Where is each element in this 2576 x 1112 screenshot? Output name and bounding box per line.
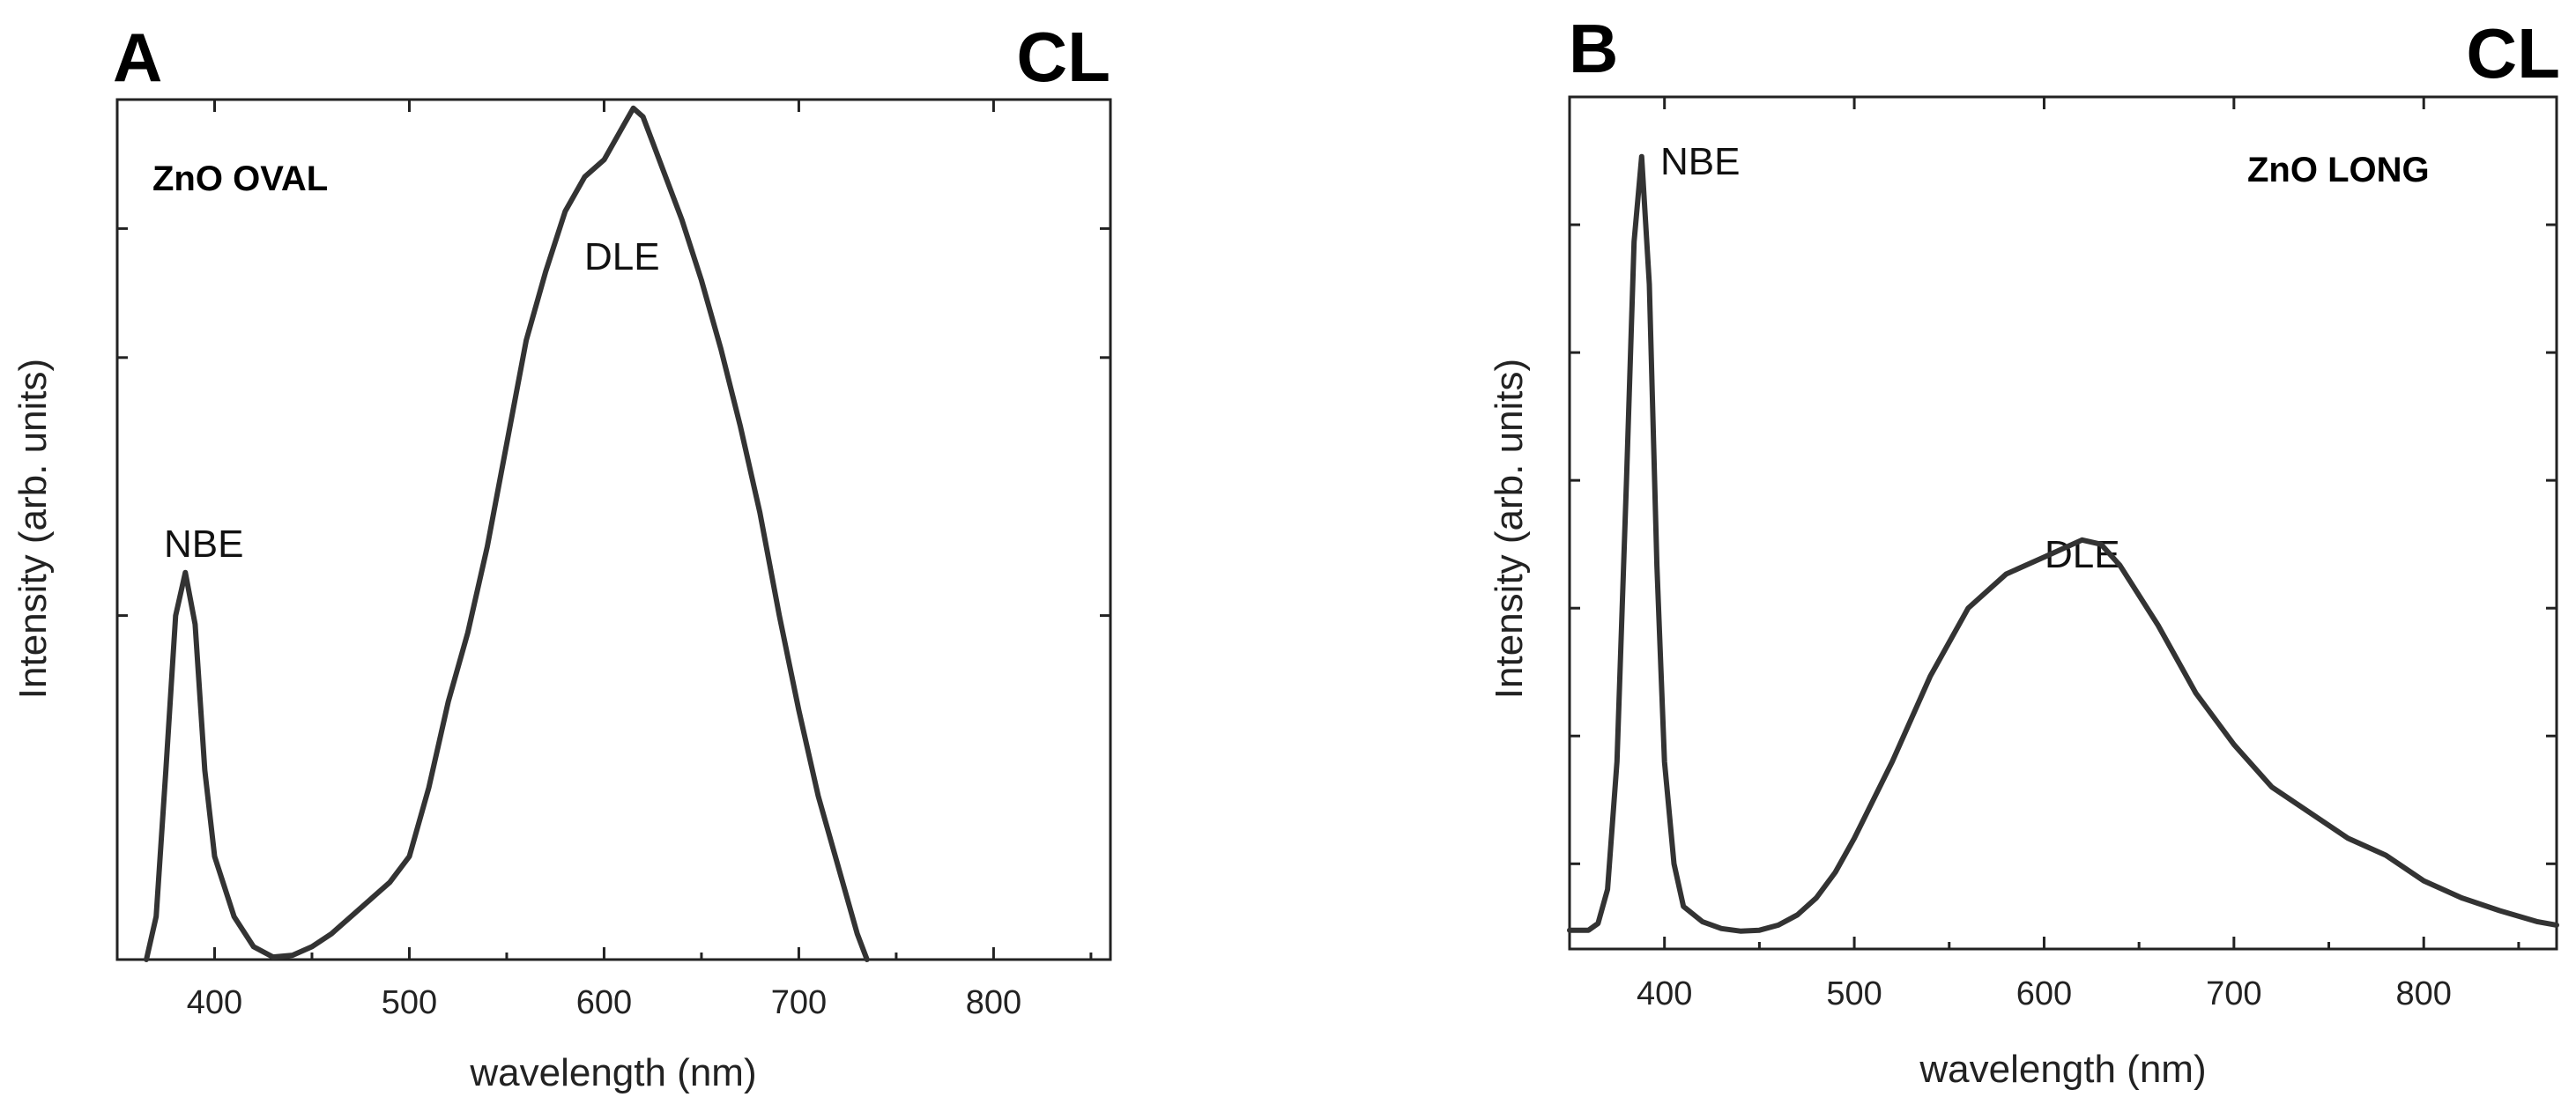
panel-a-ticks [115, 100, 1110, 960]
panel-b-tick-labels: 400 500 600 700 800 [1637, 975, 2452, 1012]
x-tick-label-400: 400 [187, 984, 242, 1021]
panel-b-y-axis-label: Intensity (arb. units) [1488, 359, 1531, 699]
panel-b-method-label: CL [2466, 14, 2560, 93]
x-tick-label-600: 600 [2016, 975, 2072, 1012]
panel-b-chart: B CL ZnO LONG NBE DLE 400 500 600 700 800 wa… [1488, 10, 2560, 1091]
panel-b-spectrum-line [1567, 153, 2559, 934]
panel-a-letter: A [113, 19, 162, 96]
x-tick-label-500: 500 [382, 984, 437, 1021]
panel-a-spectrum-line [144, 105, 870, 962]
panel-b-sample-label: ZnO LONG [2247, 151, 2430, 189]
panel-b-x-axis-label: wavelength (nm) [1919, 1048, 2206, 1091]
panel-a-nbe-label: NBE [164, 523, 243, 566]
x-tick-label-600: 600 [576, 984, 632, 1021]
panel-a-method-label: CL [1016, 18, 1110, 96]
panel-a-tick-labels: 400 500 600 700 800 [187, 984, 1021, 1021]
panel-b-letter: B [1569, 10, 1618, 87]
x-tick-label-800: 800 [2396, 975, 2452, 1012]
panel-a-plot-frame [115, 98, 1112, 961]
panel-a-y-axis-label: Intensity (arb. units) [11, 359, 55, 699]
panel-b-nbe-label: NBE [1660, 140, 1740, 183]
x-tick-label-700: 700 [2206, 975, 2261, 1012]
x-tick-label-400: 400 [1637, 975, 1692, 1012]
panel-b-plot-frame [1568, 95, 2558, 951]
panel-a-sample-label: ZnO OVAL [152, 159, 328, 198]
x-tick-label-700: 700 [771, 984, 827, 1021]
panel-a-x-axis-label: wavelength (nm) [469, 1051, 756, 1094]
panel-a-chart: A CL ZnO OVAL NBE DLE 400 500 600 700 800 wa… [11, 18, 1112, 1094]
panel-a-dle-label: DLE [584, 235, 660, 278]
x-tick-label-500: 500 [1826, 975, 1882, 1012]
panel-b-ticks [1568, 97, 2557, 949]
x-tick-label-800: 800 [966, 984, 1021, 1021]
